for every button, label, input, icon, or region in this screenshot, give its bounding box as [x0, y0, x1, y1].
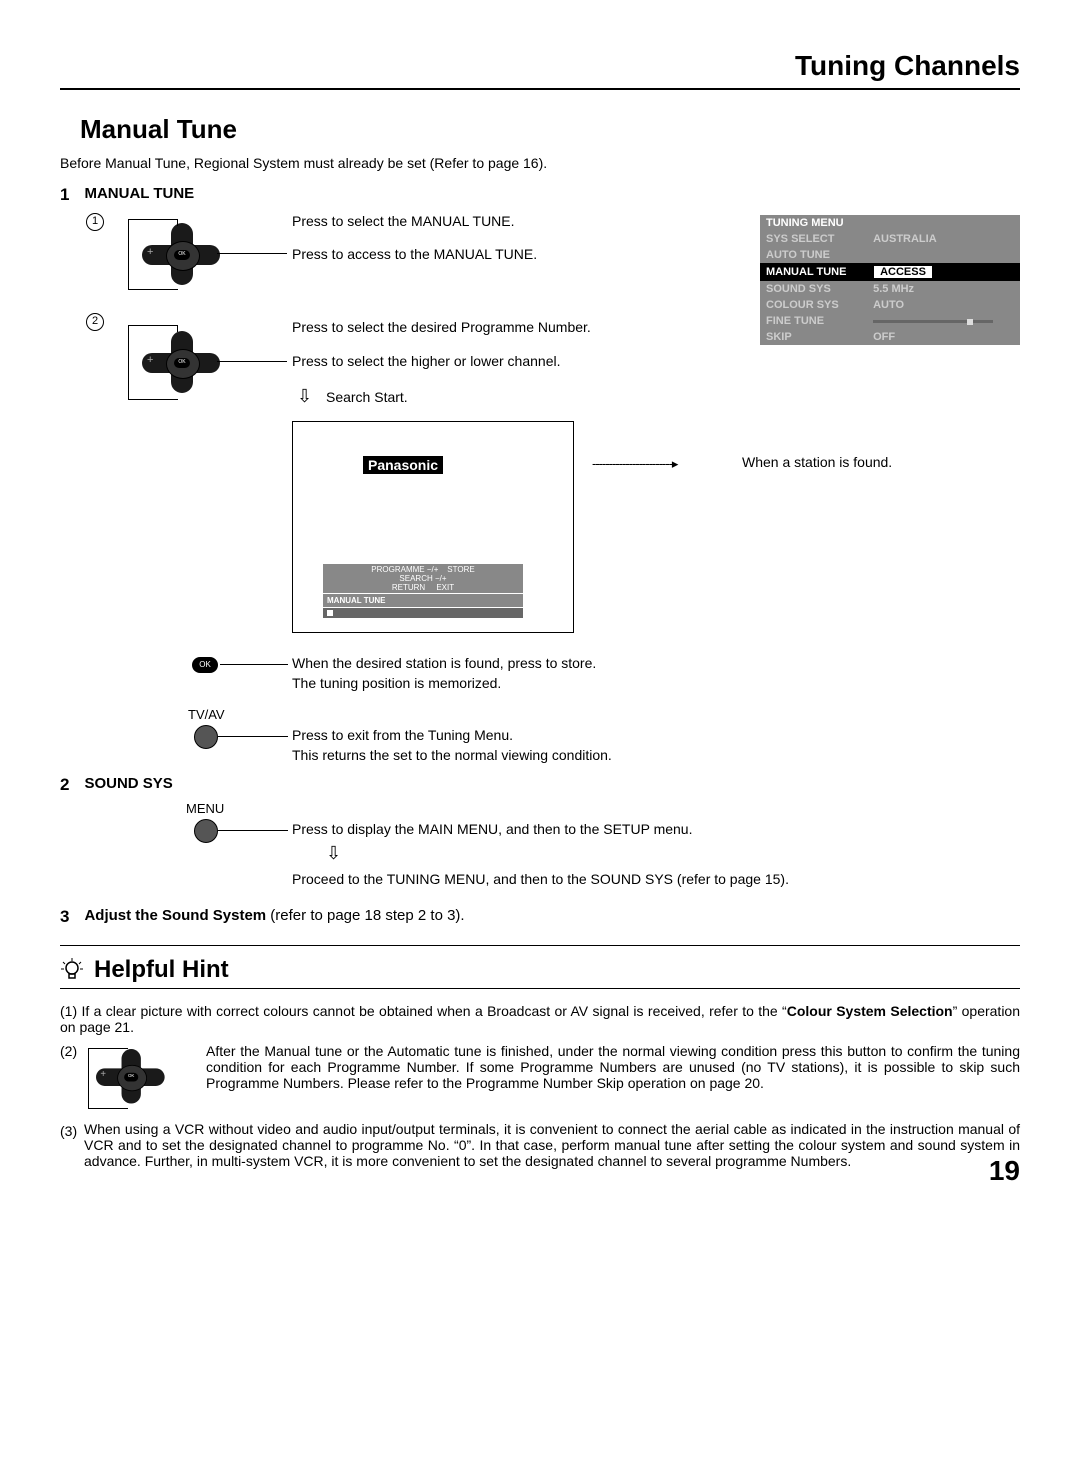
hint1b: Colour System Selection — [787, 1003, 953, 1019]
menu-val — [867, 247, 1020, 263]
step3-label: Adjust the Sound System — [84, 907, 266, 924]
ok-icon: OK — [174, 250, 190, 260]
menu-title: TUNING MENU — [760, 215, 1020, 231]
desc4: Press to select the higher or lower chan… — [292, 353, 560, 369]
osd-text: STORE — [447, 565, 474, 574]
step3-rest: (refer to page 18 step 2 to 3). — [266, 907, 464, 924]
osd-text: PROGRAMME −/+ — [371, 565, 438, 574]
desc7a: When the desired station is found, press… — [292, 655, 596, 671]
hint2-text: After the Manual tune or the Automatic t… — [206, 1043, 1020, 1091]
osd-bar — [323, 608, 523, 618]
desc7b: The tuning position is memorized. — [292, 675, 501, 691]
section-title: Manual Tune — [80, 114, 1020, 145]
round-button-icon — [194, 819, 218, 843]
desc1: Press to select the MANUAL TUNE. — [292, 213, 515, 229]
down-arrow-icon: ⇩ — [297, 386, 312, 407]
round-button-icon — [194, 725, 218, 749]
hint2-num: (2) — [60, 1043, 77, 1059]
osd-text: EXIT — [436, 583, 454, 592]
ok-icon: OK — [124, 1073, 138, 1082]
desc6: When a station is found. — [742, 454, 892, 470]
ok-icon: OK — [174, 358, 190, 368]
menu-row: AUTO TUNE — [760, 247, 867, 263]
intro-text: Before Manual Tune, Regional System must… — [60, 155, 1020, 171]
tvav-label: TV/AV — [188, 707, 225, 722]
menu-row: SYS SELECT — [760, 231, 867, 247]
substep2-badge: 2 — [86, 313, 104, 331]
menu-val: AUSTRALIA — [867, 231, 1020, 247]
menu-label: MENU — [186, 801, 224, 816]
ok-button-icon: OK — [192, 657, 218, 673]
desc8b: This returns the set to the normal viewi… — [292, 747, 612, 763]
menu-val-active: ACCESS — [873, 265, 933, 279]
down-arrow-icon: ⇩ — [326, 843, 341, 864]
osd-text: RETURN — [392, 583, 425, 592]
desc8a: Press to exit from the Tuning Menu. — [292, 727, 513, 743]
hint1a: If a clear picture with correct colours … — [81, 1003, 786, 1019]
hint1-num: (1) — [60, 1003, 77, 1019]
step2-label: SOUND SYS — [84, 775, 172, 792]
desc9: Press to display the MAIN MENU, and then… — [292, 821, 692, 837]
step3-number: 3 — [60, 907, 80, 927]
hint3-num: (3) — [60, 1123, 77, 1139]
menu-val: 5.5 MHz — [867, 281, 1020, 297]
hint-title: Helpful Hint — [94, 956, 229, 984]
desc3: Press to select the desired Programme Nu… — [292, 319, 591, 335]
osd-label: MANUAL TUNE — [323, 594, 523, 607]
lightbulb-icon — [60, 958, 84, 982]
page-header-title: Tuning Channels — [60, 50, 1020, 90]
menu-row: SOUND SYS — [760, 281, 867, 297]
panasonic-logo: Panasonic — [363, 456, 443, 474]
step2-number: 2 — [60, 775, 80, 795]
desc10: Proceed to the TUNING MENU, and then to … — [292, 871, 789, 887]
dotted-line: ------------------------▸ — [592, 456, 677, 472]
dpad-icon: OK — [142, 223, 220, 285]
page-number: 19 — [989, 1155, 1020, 1187]
dpad-icon: OK — [142, 331, 220, 393]
tv-screen: Panasonic PROGRAMME −/+ STORE SEARCH −/+… — [292, 421, 574, 633]
substep1-badge: 1 — [86, 213, 104, 231]
hint3-text: When using a VCR without video and audio… — [84, 1121, 1020, 1169]
desc2: Press to access to the MANUAL TUNE. — [292, 246, 537, 262]
menu-row-active: MANUAL TUNE — [760, 263, 867, 281]
osd-text: SEARCH −/+ — [399, 574, 446, 583]
desc5: Search Start. — [326, 389, 408, 405]
step1-label: MANUAL TUNE — [84, 185, 194, 202]
dpad-icon: OK — [96, 1049, 165, 1104]
step1-number: 1 — [60, 185, 80, 205]
